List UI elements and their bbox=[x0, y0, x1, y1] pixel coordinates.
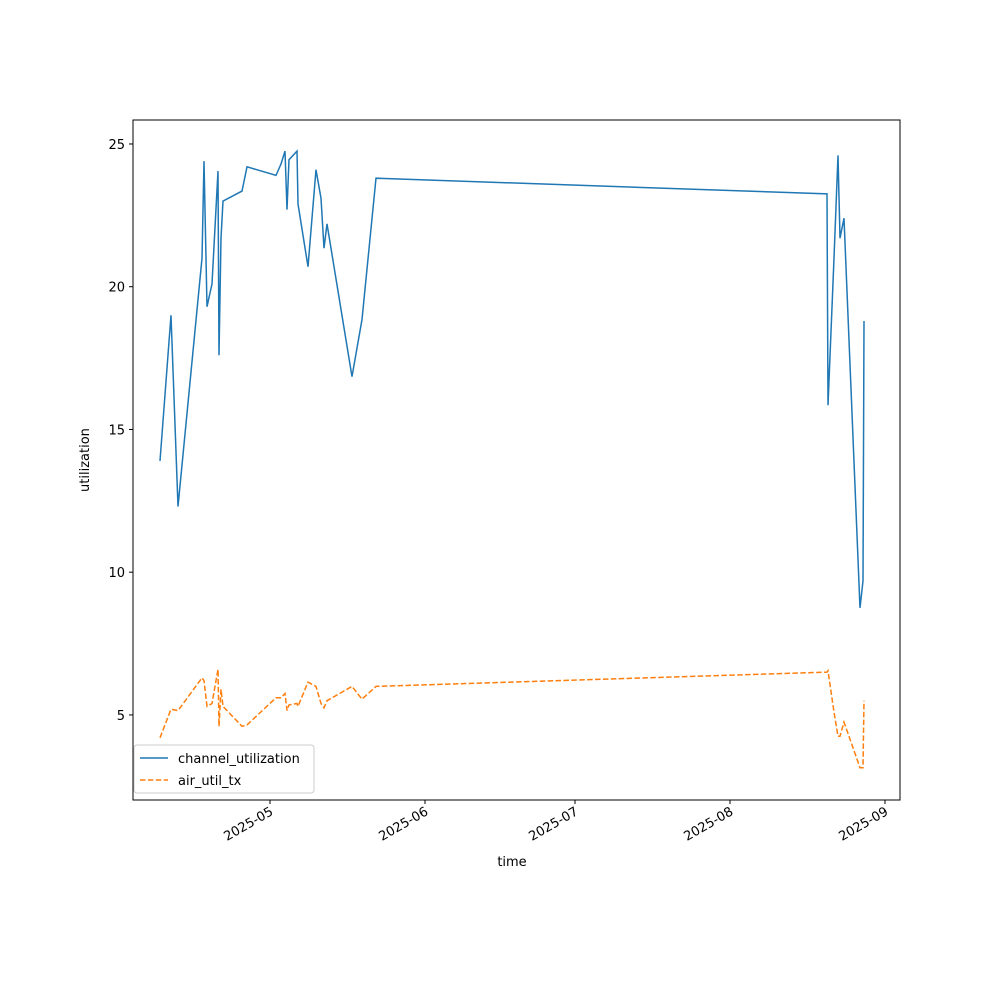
y-tick-label: 20 bbox=[108, 281, 125, 296]
x-axis-label: time bbox=[497, 855, 526, 870]
data-line bbox=[159, 668, 865, 769]
legend-box bbox=[133, 744, 315, 794]
data-line bbox=[159, 149, 865, 608]
y-tick-label: 25 bbox=[108, 138, 125, 153]
legend: channel_utilization air_util_tx bbox=[133, 744, 315, 794]
y-axis-label: utilization bbox=[78, 428, 93, 492]
legend-label: air_util_tx bbox=[178, 774, 242, 789]
y-tick-label: 10 bbox=[108, 566, 125, 581]
plot-frame bbox=[132, 119, 901, 801]
y-tick-label: 5 bbox=[117, 709, 125, 724]
y-tick-label: 15 bbox=[108, 423, 125, 438]
legend-label: channel_utilization bbox=[178, 752, 300, 767]
